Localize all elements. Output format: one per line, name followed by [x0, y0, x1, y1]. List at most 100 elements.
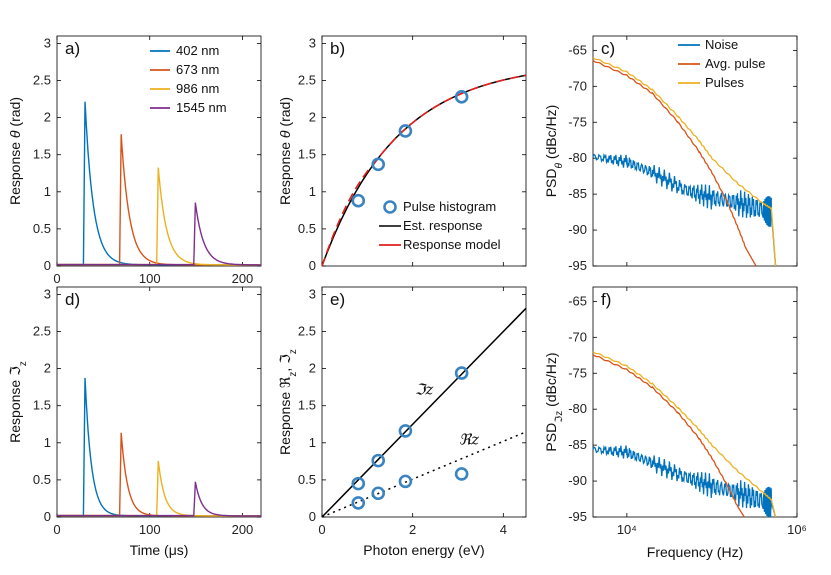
panel-a: 0 0.5 1 1.5 2 2.5 3 0 100 200 a) Response θ (rad) 40…: [7, 35, 262, 286]
panel-f: -65 -70 -75 -80 -85 -90 -95 10⁴ 10⁶ f) PSDℑz (dBc/…: [543, 286, 807, 560]
y-tick-label: 2: [309, 361, 316, 376]
psd-line-Pulses: [592, 57, 777, 267]
pulse-line-986-nm: [57, 167, 261, 266]
y-tick-label: 0.5: [33, 472, 51, 487]
legend-entry: Noise: [705, 37, 738, 52]
y-tick-label: 1.5: [33, 398, 51, 413]
y-tick-label: 2.5: [33, 324, 51, 339]
x-axis-label: Time (μs): [130, 542, 189, 558]
legend-entry: Pulses: [705, 75, 745, 90]
y-axis-label-part: (rad): [277, 97, 293, 130]
panel-b: 0 0.5 1 1.5 2 2.5 3 b) Response θ (rad) Pulse his…: [277, 35, 527, 273]
x-tick-label: 10⁶: [787, 522, 807, 537]
y-tick-label: 3: [44, 286, 51, 301]
y-tick-label: 1.5: [298, 147, 316, 162]
panel-label: f): [601, 290, 611, 309]
y-tick-label: 0.5: [298, 221, 316, 236]
legend-swatch: [383, 200, 397, 214]
panel-label: c): [601, 39, 615, 58]
panel-c: -65 -70 -75 -80 -85 -90 -95 c) PSDθ (dBc/Hz) Nois…: [543, 35, 798, 273]
legend-entry: 1545 nm: [176, 100, 227, 115]
y-axis-label-part: ℑz: [554, 411, 565, 423]
data-point: [454, 467, 469, 481]
x-tick-label: 4: [500, 522, 507, 537]
y-axis-label: Response θ (rad): [7, 97, 23, 205]
y-axis-label: PSDℑz (dBc/Hz): [543, 352, 565, 451]
legend-entry: Response model: [403, 237, 501, 252]
y-tick-label: 3: [309, 286, 316, 301]
y-tick-label: -95: [568, 509, 587, 524]
y-axis-label-part: z: [288, 372, 299, 377]
y-tick-label: 1.5: [33, 147, 51, 162]
pulse-line-986-nm: [57, 460, 261, 517]
plot-frame: [321, 286, 527, 518]
panel-d: 0 0.5 1 1.5 2 2.5 3 0 100 200 d) Response ℑz Time (μ…: [7, 286, 262, 558]
plot-frame: [592, 286, 798, 518]
pulse-histogram-point: [398, 124, 413, 138]
y-tick-label: -75: [568, 365, 587, 380]
y-axis-label-part: PSD: [543, 423, 559, 452]
y-tick-label: 3: [309, 35, 316, 50]
x-tick-label: 100: [139, 271, 161, 286]
pulse-histogram-point: [454, 90, 469, 104]
y-axis-label-part: Response: [277, 138, 293, 205]
x-tick-label: 0: [53, 271, 60, 286]
x-tick-label: 10⁴: [617, 522, 637, 537]
annotation-real: ℜz: [459, 430, 479, 448]
y-axis-label-part: PSD: [543, 168, 559, 197]
panel-label: a): [65, 39, 80, 58]
data-point: [398, 474, 413, 489]
y-axis-label-part: θ: [554, 162, 565, 168]
pulse-line-402-nm: [57, 377, 261, 517]
y-axis-label-part: (rad): [7, 97, 23, 130]
legend-entry: Avg. pulse: [705, 56, 765, 71]
x-tick-label: 100: [139, 522, 161, 537]
psd-line-Avg-pulse: [592, 59, 757, 267]
y-tick-label: -65: [568, 42, 587, 57]
legend-entry: Pulse histogram: [403, 199, 496, 214]
y-axis-label-part: Response ℑ: [7, 366, 23, 443]
y-axis-label: PSDθ (dBc/Hz): [543, 105, 565, 198]
panel-label: b): [330, 39, 345, 58]
data-point: [351, 476, 366, 491]
y-tick-label: 1: [44, 435, 51, 450]
y-tick-label: 0: [309, 509, 316, 524]
y-tick-label: 1.5: [298, 398, 316, 413]
y-axis-label-part: θ: [277, 130, 293, 138]
panel-label: d): [65, 290, 80, 309]
y-axis-label-part: , ℑ: [277, 354, 293, 372]
data-point: [371, 486, 386, 501]
y-tick-label: -65: [568, 293, 587, 308]
y-tick-label: -70: [568, 78, 587, 93]
data-point: [351, 496, 366, 510]
panel-e: 00.511.522.530 2 4e)Response ℜz, ℑzPhoton …: [277, 286, 527, 558]
plot-frame: [321, 35, 527, 267]
x-tick-label: 200: [232, 271, 254, 286]
pulse-line-1545-nm: [57, 481, 261, 517]
psd-line-Pulses: [592, 351, 777, 518]
y-axis-label: Response ℜz, ℑz: [277, 349, 299, 455]
y-tick-label: 0.5: [298, 472, 316, 487]
fit-line: [321, 431, 527, 518]
plot-frame: [56, 35, 262, 267]
x-tick-label: 0: [318, 522, 325, 537]
data-point: [371, 453, 386, 468]
y-axis-label-part: z: [18, 361, 29, 366]
y-tick-label: -95: [568, 258, 587, 273]
y-axis-label: Response θ (rad): [277, 97, 293, 205]
response-model-line: [321, 74, 527, 267]
y-axis-label-part: Response ℜ: [277, 376, 293, 455]
legend-entry: Est. response: [403, 218, 483, 233]
psd-line-Noise: [592, 152, 777, 267]
y-tick-label: 0: [309, 258, 316, 273]
y-tick-label: -90: [568, 473, 587, 488]
y-tick-label: 2: [44, 361, 51, 376]
y-tick-label: -80: [568, 401, 587, 416]
y-axis-label-part: Response: [7, 138, 23, 205]
y-axis-label: Response ℑz: [7, 361, 29, 443]
y-tick-label: 2: [44, 110, 51, 125]
plot-frame: [56, 286, 262, 518]
y-tick-label: -70: [568, 329, 587, 344]
legend: Pulse histogram Est. response Response mod…: [379, 199, 501, 252]
